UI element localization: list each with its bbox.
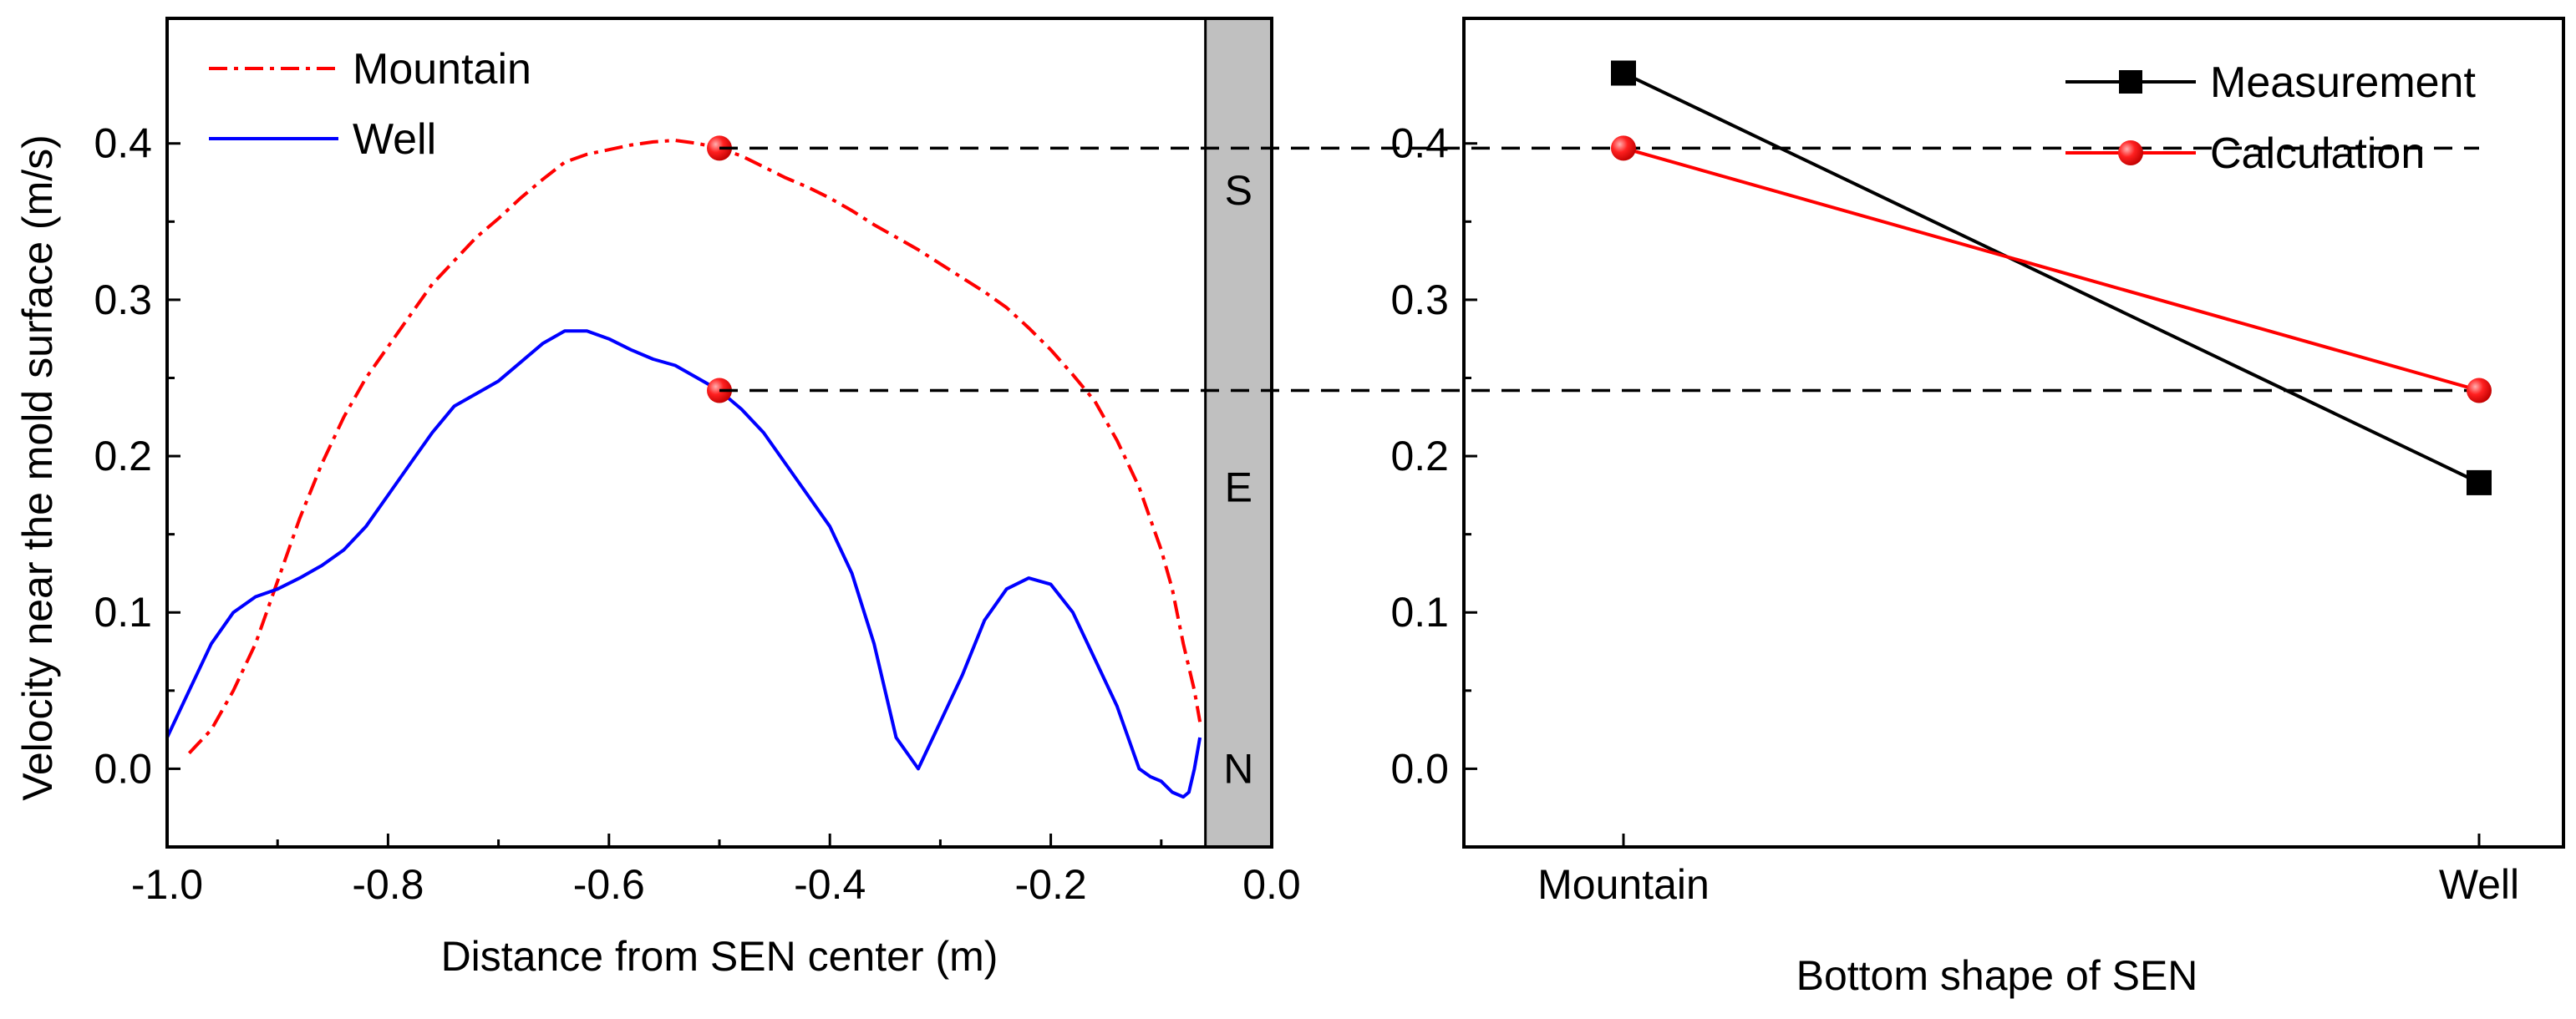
legend-marker-calculation (2118, 140, 2143, 165)
right-x-axis-label: Bottom shape of SEN (1796, 952, 2198, 999)
left-y-tick-label: 0.3 (94, 276, 152, 323)
sen-label-n: N (1223, 745, 1253, 792)
left-x-tick-label: -0.2 (1015, 861, 1087, 908)
right-y-tick-label: 0.0 (1390, 745, 1449, 792)
legend-label-calculation: Calculation (2210, 129, 2425, 178)
left-axis-ticks: -1.0 -0.8 -0.6 -0.4 -0.2 0.0 0.0 0.1 0.2 0.3 0.4 (94, 120, 1300, 908)
marker-calculation-well (2467, 378, 2492, 403)
right-axis-ticks: 0.0 0.1 0.2 0.3 0.4 Mountain Well (1390, 120, 2519, 908)
left-x-axis-label: Distance from SEN center (m) (441, 933, 998, 980)
left-y-tick-label: 0.2 (94, 433, 152, 479)
left-x-tick-label: -0.4 (794, 861, 866, 908)
marker-calculation-mountain (1611, 135, 1636, 161)
series-line-calculation (1623, 146, 2480, 393)
left-sen-region (1204, 17, 1273, 849)
left-y-axis-label: Velocity near the mold surface (m/s) (14, 134, 61, 801)
sen-label-s: S (1225, 167, 1252, 214)
legend-label-mountain: Mountain (353, 45, 531, 94)
right-y-tick-label: 0.2 (1390, 433, 1449, 479)
marker-measurement-mountain (1611, 60, 1636, 86)
left-x-tick-label: -0.6 (573, 861, 645, 908)
left-x-tick-label: -0.8 (352, 861, 424, 908)
right-y-tick-label: 0.3 (1390, 276, 1449, 323)
right-panel: 0.0 0.1 0.2 0.3 0.4 Mountain Well Bottom shape… (1390, 17, 2565, 999)
left-x-tick-label: 0.0 (1242, 861, 1301, 908)
left-panel: -1.0 -0.8 -0.6 -0.4 -0.2 0.0 0.0 0.1 0.2 0.3 0.4 S… (14, 17, 1301, 980)
left-y-tick-label: 0.4 (94, 120, 152, 167)
reference-lines (719, 146, 2479, 393)
left-y-tick-label: 0.1 (94, 589, 152, 636)
right-x-tick-label: Mountain (1537, 861, 1710, 908)
marker-measurement-well (2467, 469, 2492, 495)
right-plot-frame (1462, 17, 2565, 849)
legend-label-well: Well (353, 115, 436, 164)
right-x-tick-label: Well (2439, 861, 2519, 908)
legend-label-measurement: Measurement (2210, 58, 2476, 107)
right-y-tick-label: 0.1 (1390, 589, 1449, 636)
left-legend: Mountain Well (209, 45, 531, 164)
left-highlight-points (707, 135, 732, 403)
sen-label-e: E (1225, 464, 1252, 511)
left-x-tick-label: -1.0 (131, 861, 203, 908)
right-series (1611, 60, 2492, 495)
right-y-tick-label: 0.4 (1390, 120, 1449, 167)
left-plot-frame (165, 17, 1273, 849)
series-line-well (165, 329, 1202, 799)
series-line-measurement (1623, 71, 2480, 484)
right-legend: Measurement Calculation (2065, 58, 2476, 178)
series-line-mountain (187, 139, 1202, 755)
left-y-tick-label: 0.0 (94, 745, 152, 792)
legend-marker-measurement (2119, 70, 2142, 94)
left-series (165, 139, 1202, 799)
